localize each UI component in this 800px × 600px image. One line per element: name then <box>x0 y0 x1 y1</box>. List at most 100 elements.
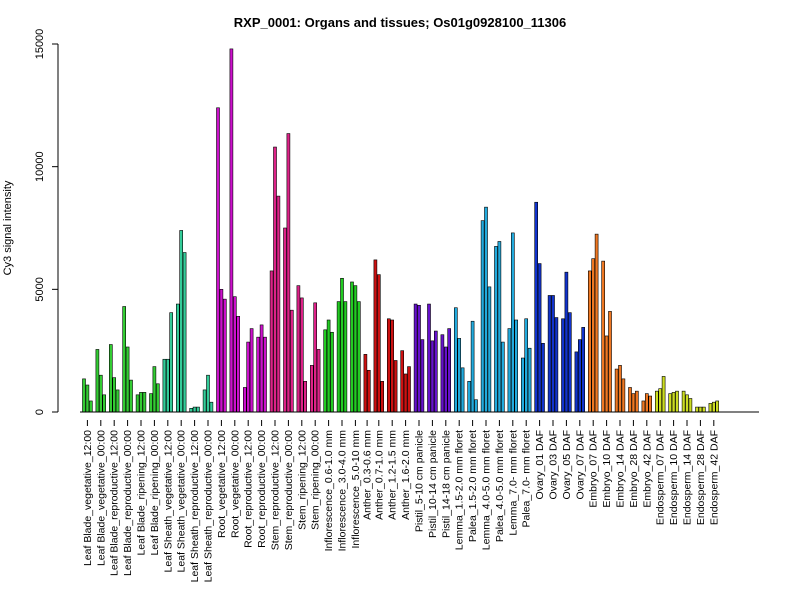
bar-35-2 <box>537 263 542 413</box>
x-category-label: Embryo_28 DAF <box>628 430 640 508</box>
bar-27-2 <box>430 340 435 413</box>
bar-38-1 <box>574 351 579 413</box>
bar-2-3 <box>102 394 106 413</box>
x-category-label: Inflorescence_3.0-4.0 mm <box>337 430 349 552</box>
bar-1-3 <box>89 400 93 413</box>
bar-1-2 <box>85 384 90 413</box>
bar-12-1 <box>229 48 234 413</box>
x-category-label: Stem_ripening_00:00 <box>310 430 322 530</box>
bar-17-1 <box>296 285 301 413</box>
bar-4-3 <box>129 379 133 413</box>
bar-46-1 <box>681 390 686 413</box>
x-category-label: Lemma_1.5-2.0 mm floret <box>454 430 466 550</box>
bar-30-2 <box>470 320 475 413</box>
bars-layer <box>80 48 759 413</box>
bar-20-3 <box>343 301 348 413</box>
bar-30-1 <box>467 381 472 413</box>
bar-42-1 <box>628 387 632 413</box>
bar-28-3 <box>447 328 452 413</box>
bar-18-3 <box>316 349 321 413</box>
x-category-label: Root_vegetative_12:00 <box>216 430 228 538</box>
bar-6-2 <box>152 366 157 413</box>
x-category-label: Pistil_14-18 cm panicle <box>440 430 452 538</box>
x-category-label: Stem_reproductive_00:00 <box>283 430 295 550</box>
bar-10-3 <box>209 401 214 413</box>
bar-14-2 <box>259 324 264 413</box>
bar-20-2 <box>340 277 344 413</box>
bar-3-1 <box>109 344 113 413</box>
bar-31-2 <box>484 206 488 413</box>
bar-45-3 <box>675 390 679 413</box>
bar-18-1 <box>309 365 314 413</box>
bar-7-2 <box>166 358 170 413</box>
bar-26-3 <box>420 339 425 413</box>
bar-21-2 <box>353 285 358 413</box>
bar-7-1 <box>162 358 167 413</box>
x-category-label: Leaf Blade_ripening_12:00 <box>136 430 148 556</box>
x-category-label: Palea_7.0- mm floret <box>521 430 533 528</box>
bar-40-3 <box>608 311 612 413</box>
x-category-label: Leaf Sheath_reproductive_00:00 <box>203 430 215 583</box>
x-category-label: Ovary_01 DAF <box>534 430 546 499</box>
bar-39-1 <box>587 270 592 413</box>
x-category-label: Lemma_4.0-5.0 mm floret <box>481 430 493 550</box>
bar-3-3 <box>115 389 120 413</box>
y-tick-label: 5000 <box>34 277 46 301</box>
bar-41-1 <box>614 368 619 413</box>
bar-5-3 <box>142 392 147 413</box>
bar-8-1 <box>176 303 180 413</box>
bar-42-3 <box>634 390 639 413</box>
bar-24-3 <box>393 360 398 413</box>
x-category-label: Leaf Blade_reproductive_12:00 <box>109 430 121 576</box>
bar-46-3 <box>688 398 693 413</box>
bar-9-3 <box>196 406 200 413</box>
y-axis-label: Cy3 signal intensity <box>2 180 14 275</box>
y-tick-label: 10000 <box>34 151 46 182</box>
bar-40-1 <box>601 260 606 413</box>
bar-36-2 <box>551 295 555 413</box>
bar-17-2 <box>299 297 304 413</box>
x-category-label: Inflorescence_5.0-10 mm <box>350 430 362 549</box>
bar-21-1 <box>350 281 354 413</box>
bar-26-1 <box>413 303 418 413</box>
x-category-label: Ovary_03 DAF <box>548 430 560 499</box>
bar-25-3 <box>407 366 411 413</box>
bar-38-3 <box>581 327 586 413</box>
y-tick-label: 15000 <box>34 29 46 60</box>
bar-10-2 <box>206 374 210 413</box>
bar-38-2 <box>577 339 582 413</box>
bar-34-3 <box>527 347 532 413</box>
bar-23-3 <box>380 381 385 413</box>
x-category-label: Root_vegetative_00:00 <box>229 430 241 538</box>
x-category-label: Ovary_05 DAF <box>561 430 573 499</box>
chart-title: RXP_0001: Organs and tissues; Os01g09281… <box>234 15 566 30</box>
bar-30-3 <box>474 399 478 413</box>
bar-3-2 <box>112 377 116 413</box>
bar-33-1 <box>507 328 512 413</box>
x-category-label: Anther_1.2-1.5 mm <box>387 430 399 520</box>
bar-28-2 <box>443 346 448 413</box>
x-category-label: Leaf Blade_ripening_00:00 <box>149 430 161 556</box>
bar-15-2 <box>273 146 277 413</box>
bar-11-2 <box>219 289 224 413</box>
bar-4-1 <box>122 306 126 413</box>
x-category-label: Embryo_14 DAF <box>615 430 627 508</box>
bar-5-1 <box>135 394 140 413</box>
bar-35-1 <box>534 201 539 413</box>
x-category-label: Endosperm_42 DAF <box>708 430 720 525</box>
y-tick-label: 0 <box>34 409 46 415</box>
x-category-label: Leaf Blade_vegetative_00:00 <box>95 430 107 566</box>
x-category-label: Embryo_07 DAF <box>588 430 600 508</box>
x-category-label: Root_reproductive_12:00 <box>243 430 255 548</box>
bar-25-1 <box>400 350 405 413</box>
bar-36-3 <box>554 317 559 413</box>
bar-6-3 <box>156 383 160 413</box>
bar-45-1 <box>668 393 673 413</box>
bar-44-3 <box>661 376 666 413</box>
bar-48-2 <box>711 401 716 413</box>
bar-39-3 <box>594 233 599 413</box>
bar-35-3 <box>541 343 545 413</box>
x-category-label: Leaf Sheath_reproductive_12:00 <box>189 430 201 583</box>
bar-43-3 <box>648 395 653 413</box>
